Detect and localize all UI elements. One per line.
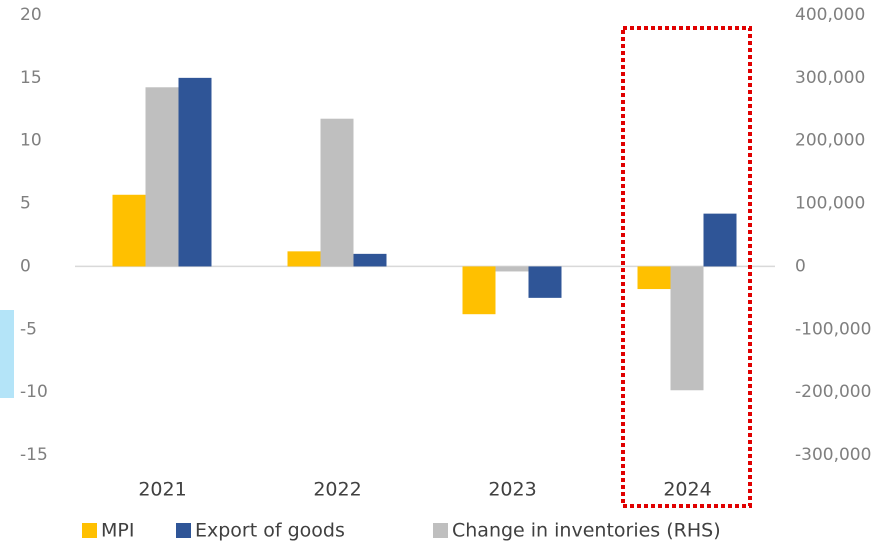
y-tick-label: -5 <box>20 319 37 339</box>
x-tick-label: 2023 <box>488 479 536 501</box>
y2-tick-label: -200,000 <box>795 382 871 402</box>
bar <box>528 266 562 298</box>
x-tick-label: 2024 <box>663 479 711 501</box>
y2-tick-label: -100,000 <box>795 319 871 339</box>
y-tick-label: 5 <box>20 194 31 214</box>
bar <box>462 266 496 315</box>
x-tick-label: 2022 <box>313 479 361 501</box>
bar <box>703 213 737 267</box>
y-tick-label: 20 <box>20 5 42 25</box>
bar <box>112 194 146 267</box>
bar <box>495 266 529 272</box>
y-tick-label: 0 <box>20 256 31 276</box>
bar <box>637 266 671 290</box>
bar <box>287 251 321 267</box>
y2-tick-label: 300,000 <box>795 68 865 88</box>
x-tick-label: 2021 <box>138 479 186 501</box>
y-tick-label: 15 <box>20 68 42 88</box>
legend-swatch <box>433 523 448 538</box>
legend-label: Export of goods <box>195 520 345 542</box>
bar <box>178 77 212 267</box>
y-tick-label: -15 <box>20 445 48 465</box>
y2-tick-label: 0 <box>795 256 806 276</box>
legend-label: Change in inventories (RHS) <box>452 520 721 542</box>
y2-tick-label: 100,000 <box>795 194 865 214</box>
bar <box>353 253 387 267</box>
legend-swatch <box>176 523 191 538</box>
y2-tick-label: -300,000 <box>795 445 871 465</box>
legend-label: MPI <box>101 520 134 542</box>
y2-tick-label: 400,000 <box>795 5 865 25</box>
y2-tick-label: 200,000 <box>795 131 865 151</box>
legend-swatch <box>82 523 97 538</box>
bar <box>320 118 354 267</box>
y-tick-label: 10 <box>20 131 42 151</box>
bar <box>145 87 179 267</box>
highlight-box <box>621 26 752 508</box>
bar <box>670 266 704 391</box>
y-tick-label: -10 <box>20 382 48 402</box>
side-tab <box>0 310 14 398</box>
